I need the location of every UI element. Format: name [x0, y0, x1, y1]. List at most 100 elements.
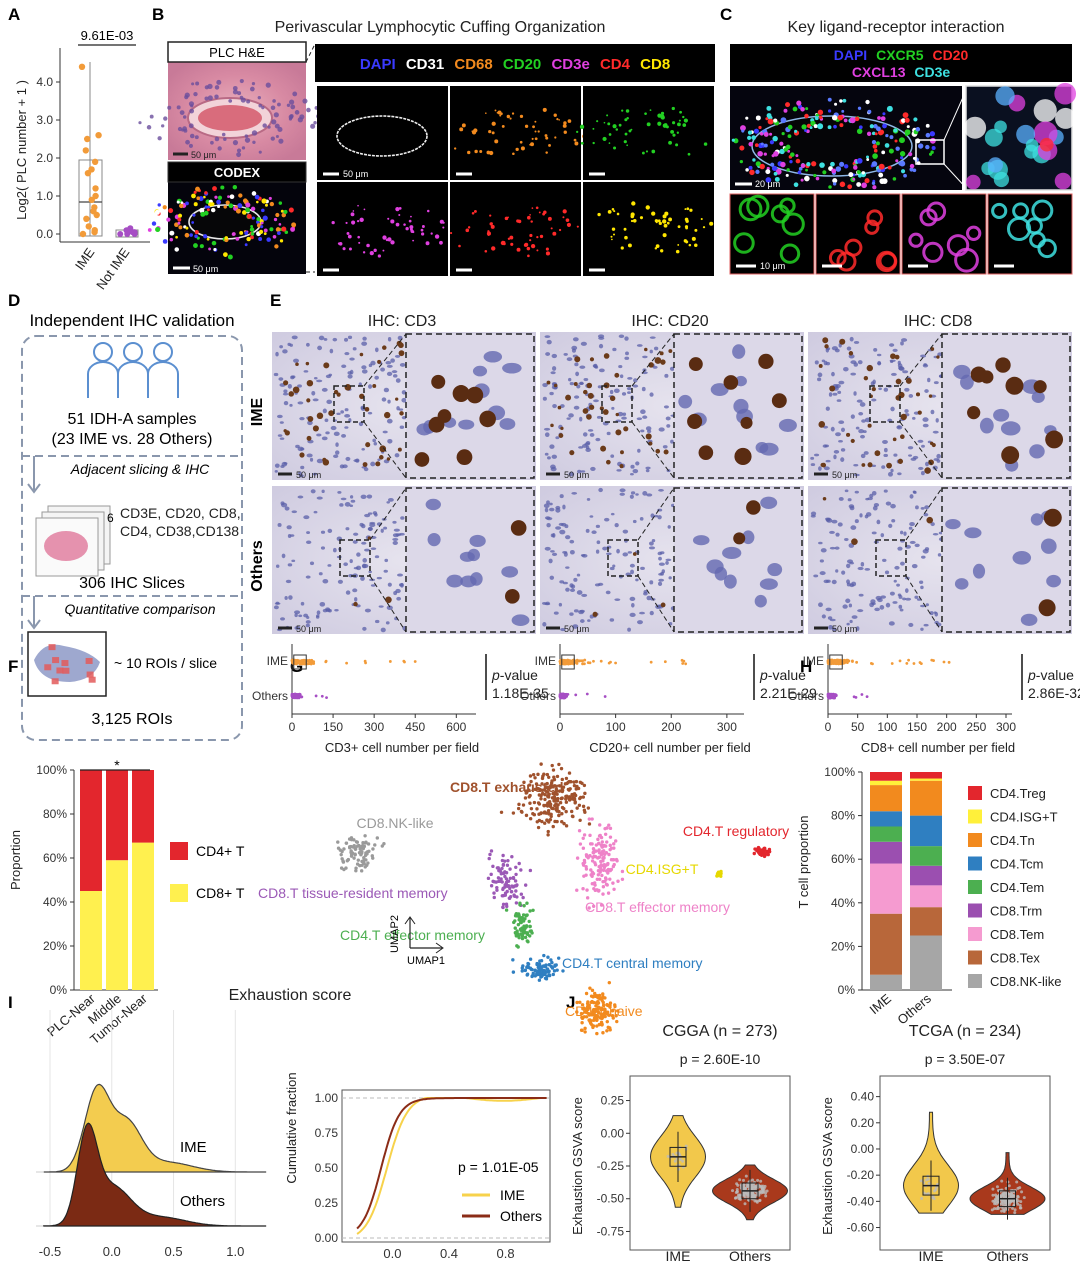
h-ytick-label: 40%	[831, 896, 855, 910]
ihc-nucleus	[610, 454, 615, 458]
umap-cell	[597, 993, 602, 998]
umap-cell	[582, 858, 587, 863]
c-tile-cell	[1031, 199, 1054, 222]
channel-cell	[677, 122, 681, 127]
umap-cell	[608, 835, 613, 839]
channel-cell	[489, 214, 492, 217]
umap-cell	[548, 817, 553, 822]
ihc-zoom-line	[363, 333, 407, 387]
panel-d-slices: 306 IHC Slices	[79, 575, 185, 592]
codex-cell	[228, 203, 234, 209]
channel-cell	[613, 146, 617, 150]
ihc-nucleus	[810, 463, 816, 467]
ihc-nucleus	[310, 489, 316, 494]
umap-cell	[522, 780, 526, 785]
umap-cell	[514, 889, 518, 893]
ihc-nucleus	[299, 417, 305, 421]
ihc-nucleus	[321, 387, 328, 392]
umap-cell	[550, 966, 555, 970]
channel-cell	[670, 129, 675, 134]
e-point-ime	[577, 659, 581, 663]
ihc-nucleus	[330, 425, 337, 431]
he-nucleus	[190, 104, 194, 108]
ihc-nucleus	[872, 379, 876, 385]
ihc-nucleus	[286, 525, 292, 530]
he-nucleus	[274, 123, 280, 129]
j-point	[1010, 1199, 1014, 1203]
umap-cell	[605, 1019, 609, 1024]
j-ytick-label: -0.50	[597, 1192, 625, 1206]
umap-cell	[562, 821, 566, 826]
umap-cell	[536, 801, 541, 805]
ihc-nucleus	[361, 563, 367, 569]
channel-cell	[554, 136, 557, 139]
umap-cell	[605, 862, 610, 867]
ihc-nucleus	[349, 504, 354, 508]
ihc-nucleus	[861, 419, 866, 423]
j-ytick-label: 0.00	[851, 1142, 875, 1156]
c-cell	[867, 109, 872, 114]
ihc-nucleus	[325, 431, 330, 435]
c-cell	[839, 181, 846, 188]
j-point	[755, 1200, 759, 1204]
a-point-ime	[91, 158, 99, 165]
panel-d-title: Independent IHC validation	[29, 311, 234, 330]
umap-cell	[604, 877, 608, 881]
channel-cell	[426, 209, 430, 213]
umap-cell	[557, 813, 561, 818]
ihc-nucleus	[609, 566, 615, 571]
umap-cluster-label: CD8.T tissue-resident memory	[258, 885, 448, 901]
channel-cell	[657, 113, 662, 118]
ihc-nucleus	[823, 360, 828, 366]
ihc-zoom-line	[637, 575, 675, 633]
umap-cell	[615, 1009, 620, 1013]
ihc-nucleus	[577, 469, 582, 474]
umap-cell	[549, 814, 553, 819]
ihc-nucleus	[643, 592, 648, 596]
ihc-nucleus	[545, 352, 551, 356]
ihc-nucleus	[888, 343, 895, 347]
codex-cell	[220, 185, 225, 190]
ihc-nucleus	[930, 409, 935, 415]
umap-cell	[505, 863, 510, 867]
ihc-nucleus	[665, 560, 669, 565]
ihc-nucleus	[320, 546, 326, 550]
ihc-zoom-line	[631, 421, 675, 479]
ihc-nucleus	[274, 469, 278, 473]
codex-cell	[180, 201, 184, 204]
codex-cell	[254, 194, 260, 200]
he-nucleus	[297, 117, 303, 123]
e-point-ime	[308, 662, 312, 666]
ihc-nucleus	[345, 590, 351, 595]
umap-cell	[763, 846, 767, 851]
codex-cell	[250, 235, 254, 240]
j-ytick-label: -0.75	[597, 1224, 625, 1238]
ihc-nucleus	[282, 392, 289, 396]
channel-cell	[668, 217, 673, 222]
e-point-ime	[871, 662, 874, 666]
j-point	[1013, 1208, 1017, 1212]
c-cell	[831, 115, 838, 121]
channel-cell	[534, 120, 537, 123]
umap-cell	[557, 956, 561, 960]
ihc-nucleus	[598, 343, 604, 349]
channel-cell	[425, 241, 430, 246]
c-cell	[748, 165, 753, 170]
c-cell	[854, 116, 860, 122]
umap-cell	[486, 876, 491, 881]
he-nucleus	[252, 140, 256, 144]
umap-cell	[543, 792, 547, 797]
ihc-nucleus	[387, 439, 393, 444]
ihc-nucleus	[632, 468, 639, 474]
umap-cell	[577, 803, 582, 807]
ihc-nucleus	[619, 492, 625, 496]
c-cell	[918, 143, 924, 149]
umap-cell	[608, 847, 612, 852]
channel-cell	[363, 208, 366, 211]
he-nucleus	[193, 91, 198, 97]
channel-cell	[683, 118, 688, 123]
ihc-nucleus	[560, 627, 566, 632]
ihc-nucleus	[358, 421, 364, 427]
umap-cell	[362, 845, 366, 849]
ihc-positive-cell	[399, 411, 404, 416]
